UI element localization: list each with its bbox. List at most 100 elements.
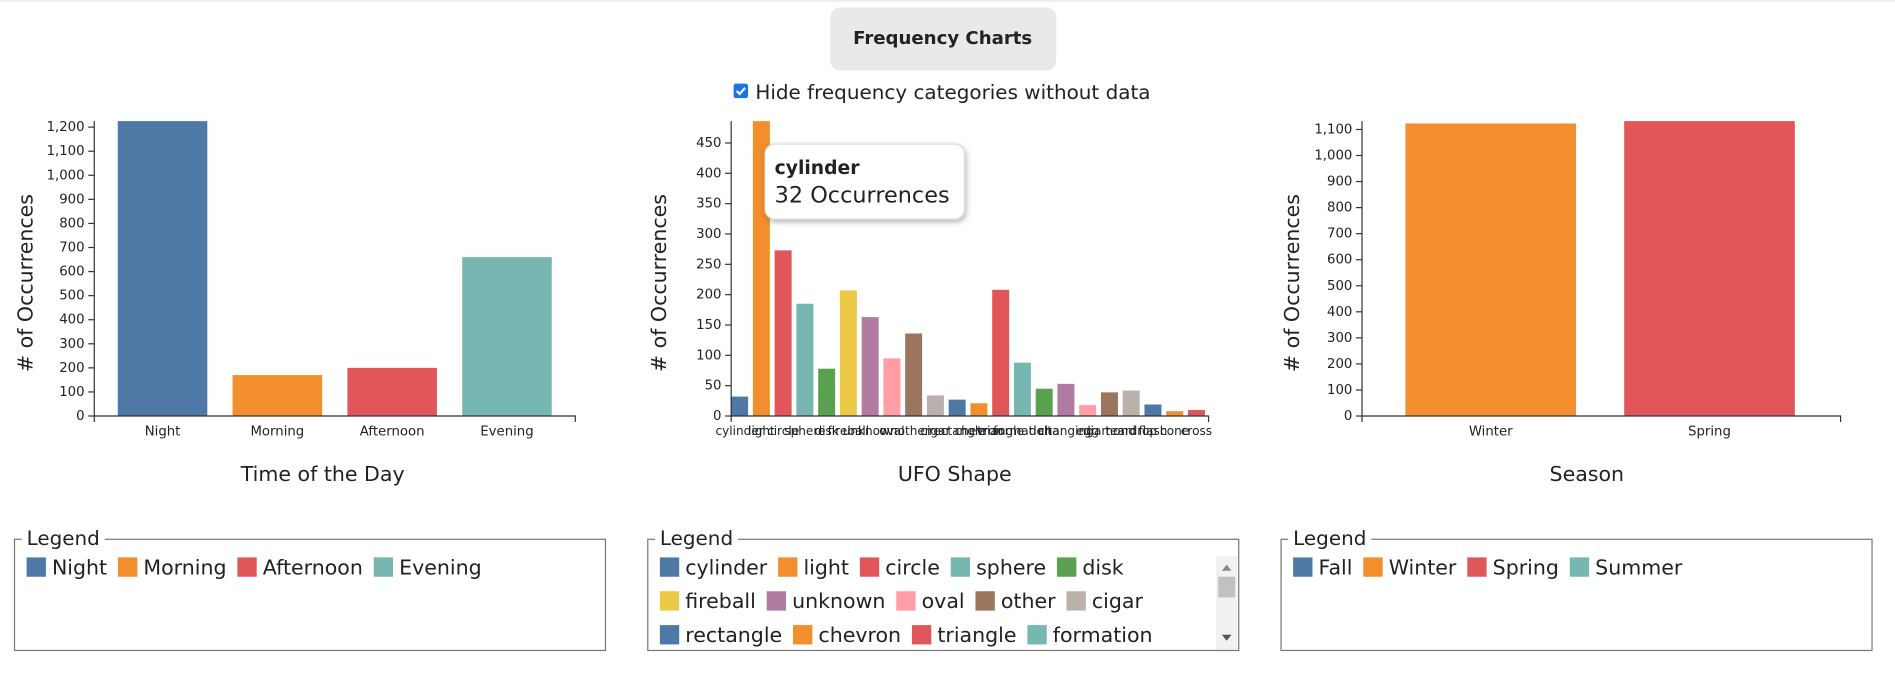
legend-items: Fall Winter Spring Summer [1293, 555, 1683, 579]
y-tick-label: 600 [1327, 253, 1352, 268]
y-tick-label: 200 [59, 361, 84, 376]
legend-label: Evening [399, 555, 482, 579]
x-tick-label: light [748, 424, 775, 438]
x-tick-label: oval [879, 424, 904, 438]
y-tick-label: 400 [696, 166, 721, 181]
legend-swatch [1569, 557, 1590, 577]
bar [232, 375, 323, 417]
y-tick-label: 450 [696, 136, 721, 151]
y-tick-label: 1,200 [47, 120, 85, 135]
legend-label: Spring [1493, 555, 1559, 579]
y-tick-label: 800 [59, 216, 84, 231]
bar [1079, 405, 1097, 417]
legend-swatch [859, 557, 880, 577]
bar [117, 121, 208, 417]
y-tick-label: 0 [1344, 409, 1352, 424]
x-tick-label: Afternoon [360, 425, 425, 440]
x-tick-label: teardrop [1105, 424, 1157, 438]
tooltip-title: cylinder [775, 158, 861, 179]
x-tick-label: cigar [920, 424, 950, 438]
chart: Night Morning Afternoon Evening 0 100 200 300 40… [14, 120, 607, 652]
bar [926, 395, 944, 417]
button-label[interactable]: Frequency Charts [853, 28, 1032, 49]
y-tick-label: 400 [1327, 305, 1352, 320]
legend-swatch [793, 625, 813, 645]
y-tick-label: 250 [696, 257, 721, 272]
legend-label: formation [1053, 623, 1153, 647]
bar [861, 317, 879, 417]
bar [818, 368, 836, 417]
bar [774, 250, 792, 417]
y-tick-label: 1,100 [47, 144, 85, 159]
legend-swatch [1027, 625, 1047, 645]
legend-label: cigar [1092, 589, 1144, 613]
y-tick-label: 200 [696, 288, 721, 303]
bar [347, 367, 437, 417]
y-tick-label: 100 [696, 348, 721, 363]
legend-label: oval [922, 589, 965, 613]
x-tick-label: changing [1038, 424, 1094, 438]
y-tick-label: 50 [705, 379, 722, 394]
legend-swatch [659, 625, 680, 645]
bar [1405, 123, 1577, 417]
legend-label: circle [885, 555, 940, 579]
tooltip-text: 32 Occurrences [775, 183, 950, 209]
legend-swatch [1293, 557, 1313, 577]
y-tick-label: 500 [1327, 279, 1352, 294]
legend-title: Legend [27, 526, 100, 550]
chart: Winter Spring 0 100 200 300 400 500 600 700 800 900… [1280, 121, 1873, 652]
y-tick-label: 150 [696, 318, 721, 333]
legend-title: Legend [660, 526, 733, 550]
y-tick-label: 700 [59, 241, 84, 256]
bar [1624, 121, 1795, 417]
bar [1187, 409, 1205, 417]
legend-label: fireball [685, 589, 756, 613]
checkbox-label[interactable]: Hide frequency categories without data [755, 80, 1150, 104]
legend-swatch [1467, 557, 1487, 577]
legend-title-bg [1288, 529, 1372, 549]
y-tick-label: 1,000 [1314, 149, 1352, 164]
legend-swatch [237, 557, 257, 577]
legend-label: Night [52, 555, 107, 579]
bar [970, 403, 988, 417]
y-tick-label: 300 [696, 227, 721, 242]
legend-swatch [373, 557, 394, 577]
legend-swatch [118, 557, 138, 577]
x-tick-label: Evening [480, 425, 533, 440]
x-tick-label: cylinder [716, 424, 764, 438]
bar [839, 290, 857, 417]
legend-label: chevron [818, 623, 901, 647]
y-tick-label: 0 [76, 409, 84, 424]
legend-label: Afternoon [263, 555, 363, 579]
x-tick-label: Winter [1469, 425, 1513, 440]
bar [462, 257, 552, 417]
legend-title-bg [655, 529, 738, 549]
legend-swatch [950, 557, 971, 577]
legend-label: disk [1082, 555, 1123, 579]
y-tick-label: 900 [59, 192, 84, 207]
charts: Night Morning Afternoon Evening 0 100 200 300 40… [14, 120, 1873, 652]
bar [1100, 392, 1118, 417]
checkbox-check [735, 87, 746, 96]
bar [992, 289, 1010, 417]
legend-swatch [659, 591, 680, 611]
y-axis-label: # of Occurrences [647, 194, 671, 372]
bar [796, 303, 814, 417]
x-tick-label: Spring [1688, 425, 1731, 440]
x-tick-label: delta [1029, 424, 1060, 438]
checkbox[interactable] [733, 83, 749, 99]
legend-swatch [1363, 557, 1383, 577]
legend-label: Summer [1595, 555, 1683, 579]
x-tick-label: diamond [1083, 424, 1136, 438]
bar [1013, 362, 1031, 417]
y-tick-label: 1,100 [1314, 122, 1352, 137]
button[interactable] [830, 7, 1057, 71]
y-tick-label: 500 [59, 289, 84, 304]
x-tick-label: fireball [828, 424, 870, 438]
legend-swatch [896, 591, 916, 611]
legend-swatch [26, 557, 46, 577]
legend-swatch [1066, 591, 1086, 611]
bar [1166, 411, 1184, 417]
